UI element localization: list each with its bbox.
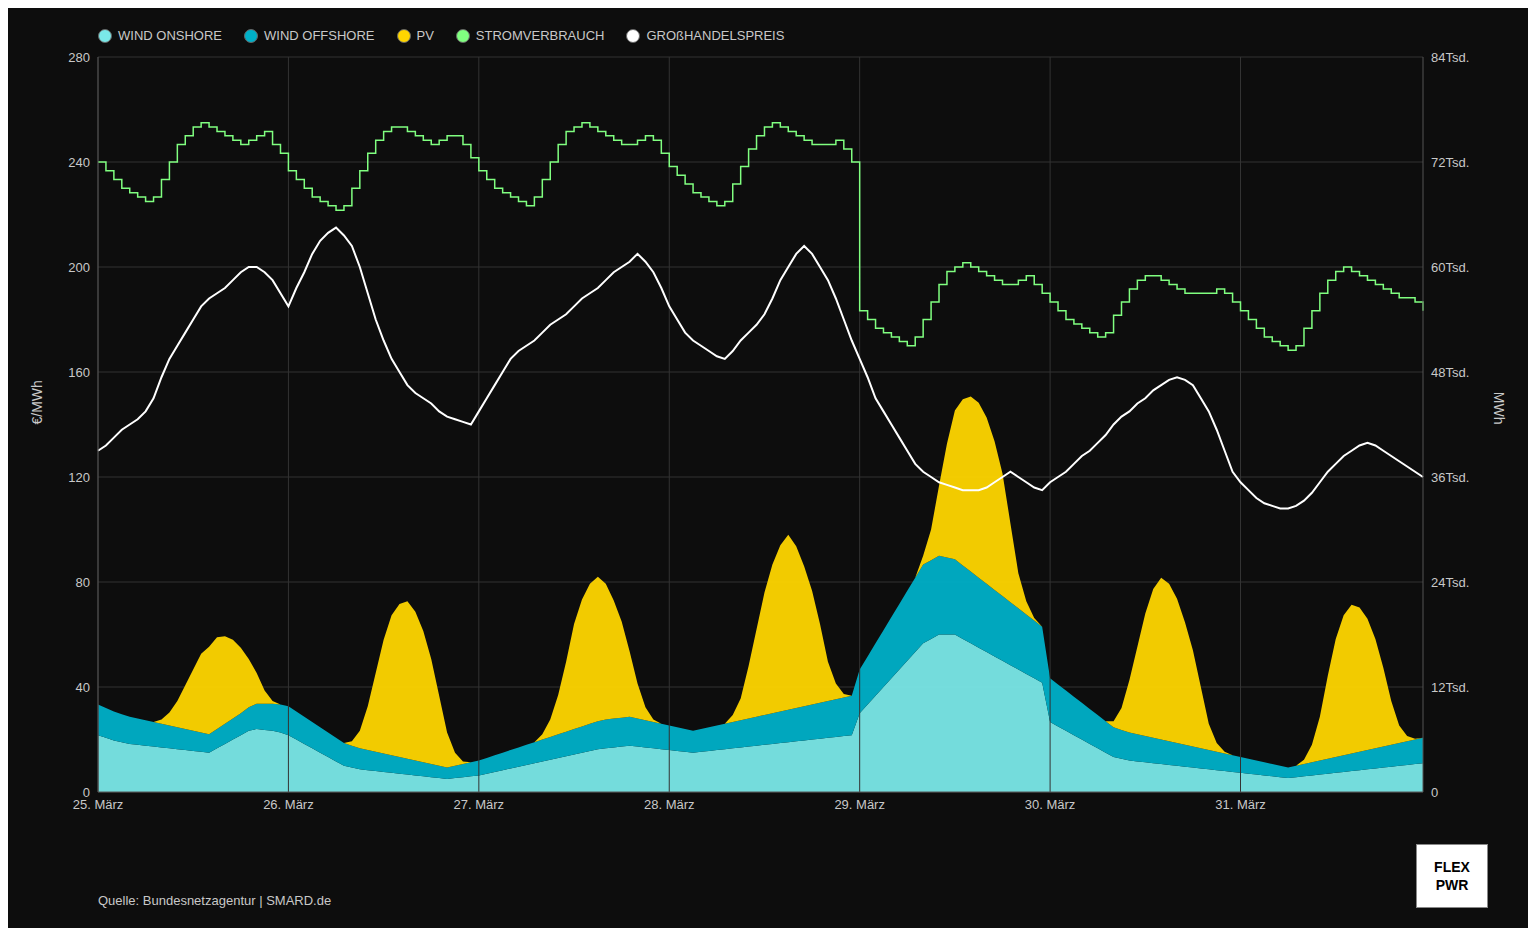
html-text:GROßHANDELSPREIS: GROßHANDELSPREIS — [646, 28, 785, 43]
svg-text:48Tsd.: 48Tsd. — [1431, 365, 1469, 380]
html-text:Quelle: Bundesnetzagentur | SM: Quelle: Bundesnetzagentur | SMARD.de — [98, 893, 332, 908]
svg-text:€/MWh: €/MWh — [29, 380, 45, 424]
svg-text:MWh: MWh — [1491, 392, 1507, 425]
svg-text:29. März: 29. März — [834, 797, 885, 812]
svg-text:200: 200 — [68, 260, 90, 275]
svg-text:28. März: 28. März — [644, 797, 695, 812]
html-text:WIND OFFSHORE: WIND OFFSHORE — [264, 28, 375, 43]
svg-text:120: 120 — [68, 470, 90, 485]
html-text:FLEX: FLEX — [1434, 859, 1470, 875]
svg-text:27. März: 27. März — [454, 797, 505, 812]
svg-text:0: 0 — [1431, 785, 1438, 800]
html-text:WIND ONSHORE: WIND ONSHORE — [118, 28, 222, 43]
svg-text:30. März: 30. März — [1025, 797, 1076, 812]
svg-text:0: 0 — [83, 785, 90, 800]
svg-text:36Tsd.: 36Tsd. — [1431, 470, 1469, 485]
svg-text:240: 240 — [68, 155, 90, 170]
svg-text:31. März: 31. März — [1215, 797, 1266, 812]
svg-text:12Tsd.: 12Tsd. — [1431, 680, 1469, 695]
html-text:STROMVERBRAUCH: STROMVERBRAUCH — [475, 28, 605, 43]
svg-text:84Tsd.: 84Tsd. — [1431, 50, 1469, 65]
svg-text:26. März: 26. März — [263, 797, 314, 812]
svg-text:24Tsd.: 24Tsd. — [1431, 575, 1469, 590]
svg-text:60Tsd.: 60Tsd. — [1431, 260, 1469, 275]
svg-text:80: 80 — [76, 575, 90, 590]
svg-text:160: 160 — [68, 365, 90, 380]
svg-text:25. März: 25. März — [73, 797, 124, 812]
html-text:PWR: PWR — [1435, 877, 1469, 893]
html-text:PV: PV — [416, 28, 434, 43]
svg-text:280: 280 — [68, 50, 90, 65]
svg-text:72Tsd.: 72Tsd. — [1431, 155, 1469, 170]
svg-text:40: 40 — [76, 680, 90, 695]
